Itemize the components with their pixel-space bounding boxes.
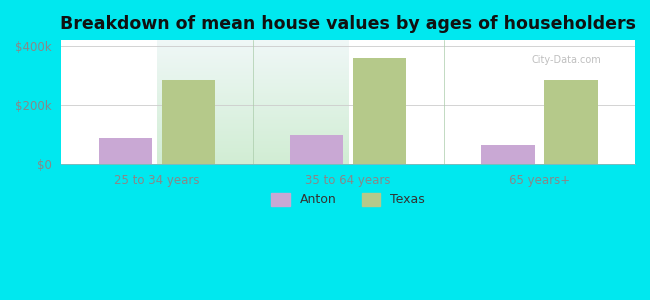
Bar — [162, 80, 215, 164]
Bar — [353, 58, 406, 164]
Title: Breakdown of mean house values by ages of householders: Breakdown of mean house values by ages o… — [60, 15, 636, 33]
Bar — [544, 80, 598, 164]
Bar — [99, 138, 152, 164]
Bar — [290, 135, 343, 164]
Text: City-Data.com: City-Data.com — [532, 55, 601, 65]
Legend: Anton, Texas: Anton, Texas — [267, 189, 429, 210]
Bar — [481, 145, 534, 164]
